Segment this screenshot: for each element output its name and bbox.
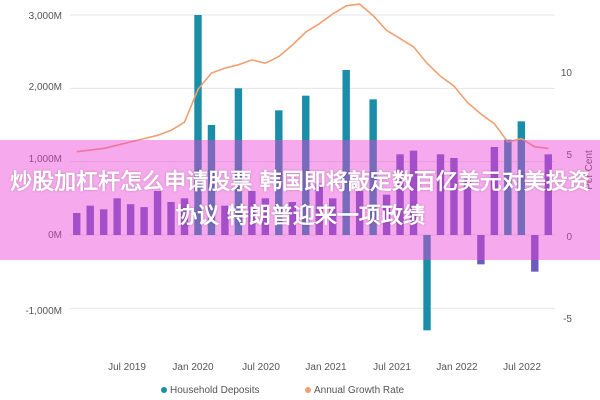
x-tick: Jul 2020 — [242, 362, 280, 373]
bar-household-deposits — [423, 235, 431, 331]
bar-household-deposits — [450, 158, 458, 235]
gridlines — [70, 14, 555, 309]
bar-household-deposits — [329, 198, 337, 235]
legend-label-annual-growth-rate: Annual Growth Rate — [314, 385, 404, 396]
y-tick-right: 0 — [566, 232, 572, 243]
bar-household-deposits — [261, 198, 270, 235]
bar-household-deposits — [355, 191, 364, 235]
bar-household-deposits — [369, 99, 377, 235]
bar-household-deposits — [126, 204, 135, 235]
x-tick: Jul 2022 — [503, 362, 541, 373]
bar-household-deposits — [167, 202, 175, 235]
bar-household-deposits — [342, 70, 350, 235]
bar-household-deposits — [382, 194, 391, 235]
y-tick-right: -5 — [563, 314, 572, 325]
y-axis-right: 10 5 0 -5 Per Cent — [561, 68, 595, 325]
x-tick: Jan 2020 — [172, 362, 214, 373]
bar-household-deposits — [153, 191, 162, 235]
y-tick-left: 3,000M — [29, 11, 62, 22]
y-tick-left: 1,000M — [29, 154, 62, 165]
x-axis: Jul 2019 Jan 2020 Jul 2020 Jan 2021 Jul … — [108, 362, 541, 373]
bar-household-deposits — [409, 150, 418, 235]
bar-household-deposits — [194, 15, 202, 235]
bar-household-deposits — [396, 154, 404, 235]
bar-household-deposits — [463, 176, 472, 235]
y-tick-left: -1,000M — [25, 306, 62, 317]
bar-household-deposits — [531, 235, 539, 272]
y-axis-right-label: Per Cent — [584, 150, 595, 190]
bar-household-deposits — [288, 202, 296, 235]
bar-household-deposits — [477, 235, 485, 265]
y-axis-left: 3,000M 2,000M 1,000M 0M -1,000M — [25, 11, 62, 317]
x-tick: Jan 2022 — [436, 362, 478, 373]
y-tick-left: 0M — [48, 230, 62, 241]
bar-household-deposits — [275, 110, 283, 235]
legend-marker-annual-growth-rate — [305, 387, 311, 393]
legend: Household Deposits Annual Growth Rate — [161, 385, 404, 396]
bar-household-deposits — [180, 198, 189, 235]
bar-household-deposits — [234, 88, 243, 235]
bar-household-deposits — [113, 198, 121, 235]
bar-household-deposits — [99, 209, 108, 235]
bar-household-deposits — [436, 154, 445, 235]
x-tick: Jan 2021 — [305, 362, 347, 373]
bar-household-deposits — [490, 147, 499, 235]
legend-label-household-deposits: Household Deposits — [170, 385, 260, 396]
bar-household-deposits — [73, 213, 81, 235]
bar-household-deposits — [86, 205, 94, 235]
bar-household-deposits — [504, 139, 512, 235]
x-tick: Jul 2019 — [108, 362, 146, 373]
headline-banner: 炒股加杠杆怎么申请股票 韩国即将敲定数百亿美元对美投资协议 特朗普迎来一项政绩 — [0, 140, 600, 260]
y-tick-right: 5 — [566, 150, 572, 161]
legend-marker-household-deposits — [161, 387, 167, 393]
x-tick: Jul 2021 — [373, 362, 411, 373]
bar-household-deposits — [544, 154, 552, 235]
bar-household-deposits — [315, 183, 323, 235]
bar-household-deposits — [248, 191, 256, 235]
y-tick-right: 10 — [561, 68, 573, 79]
y-tick-left: 2,000M — [29, 82, 62, 93]
bar-household-deposits — [207, 125, 216, 235]
bar-household-deposits — [302, 95, 310, 236]
bar-household-deposits — [517, 121, 526, 235]
headline-text: 炒股加杠杆怎么申请股票 韩国即将敲定数百亿美元对美投资协议 特朗普迎来一项政绩 — [10, 170, 590, 229]
series-line-annual-growth-rate — [76, 3, 549, 153]
bar-household-deposits — [140, 207, 148, 235]
bar-household-deposits — [221, 205, 229, 235]
bars — [73, 15, 552, 331]
